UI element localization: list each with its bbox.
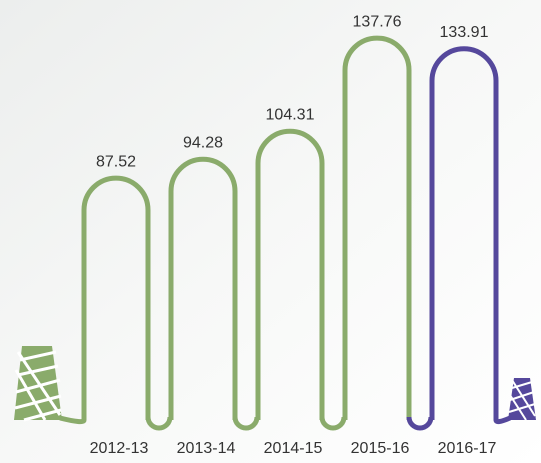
thread-link bbox=[232, 416, 260, 431]
x-tick-label: 2013-14 bbox=[177, 440, 236, 457]
arch bbox=[255, 128, 325, 420]
arch bbox=[168, 156, 238, 420]
value-label: 87.52 bbox=[96, 153, 136, 170]
value-label: 104.31 bbox=[266, 107, 315, 124]
value-label: 137.76 bbox=[353, 13, 402, 30]
arch bbox=[342, 35, 412, 420]
arch bbox=[81, 175, 151, 420]
thread-link bbox=[406, 416, 434, 431]
x-tick-label: 2016-17 bbox=[438, 440, 497, 457]
thread-start bbox=[59, 415, 87, 425]
thread-end bbox=[493, 415, 511, 425]
value-label: 133.91 bbox=[440, 24, 489, 41]
value-label: 94.28 bbox=[183, 134, 223, 151]
arch bbox=[429, 46, 499, 420]
x-tick-label: 2015-16 bbox=[351, 440, 410, 457]
x-tick-label: 2012-13 bbox=[90, 440, 149, 457]
thread-link bbox=[319, 416, 347, 431]
left-spool bbox=[14, 346, 62, 422]
thread-link bbox=[145, 416, 173, 431]
right-spool bbox=[508, 378, 536, 421]
x-tick-label: 2014-15 bbox=[264, 440, 323, 457]
